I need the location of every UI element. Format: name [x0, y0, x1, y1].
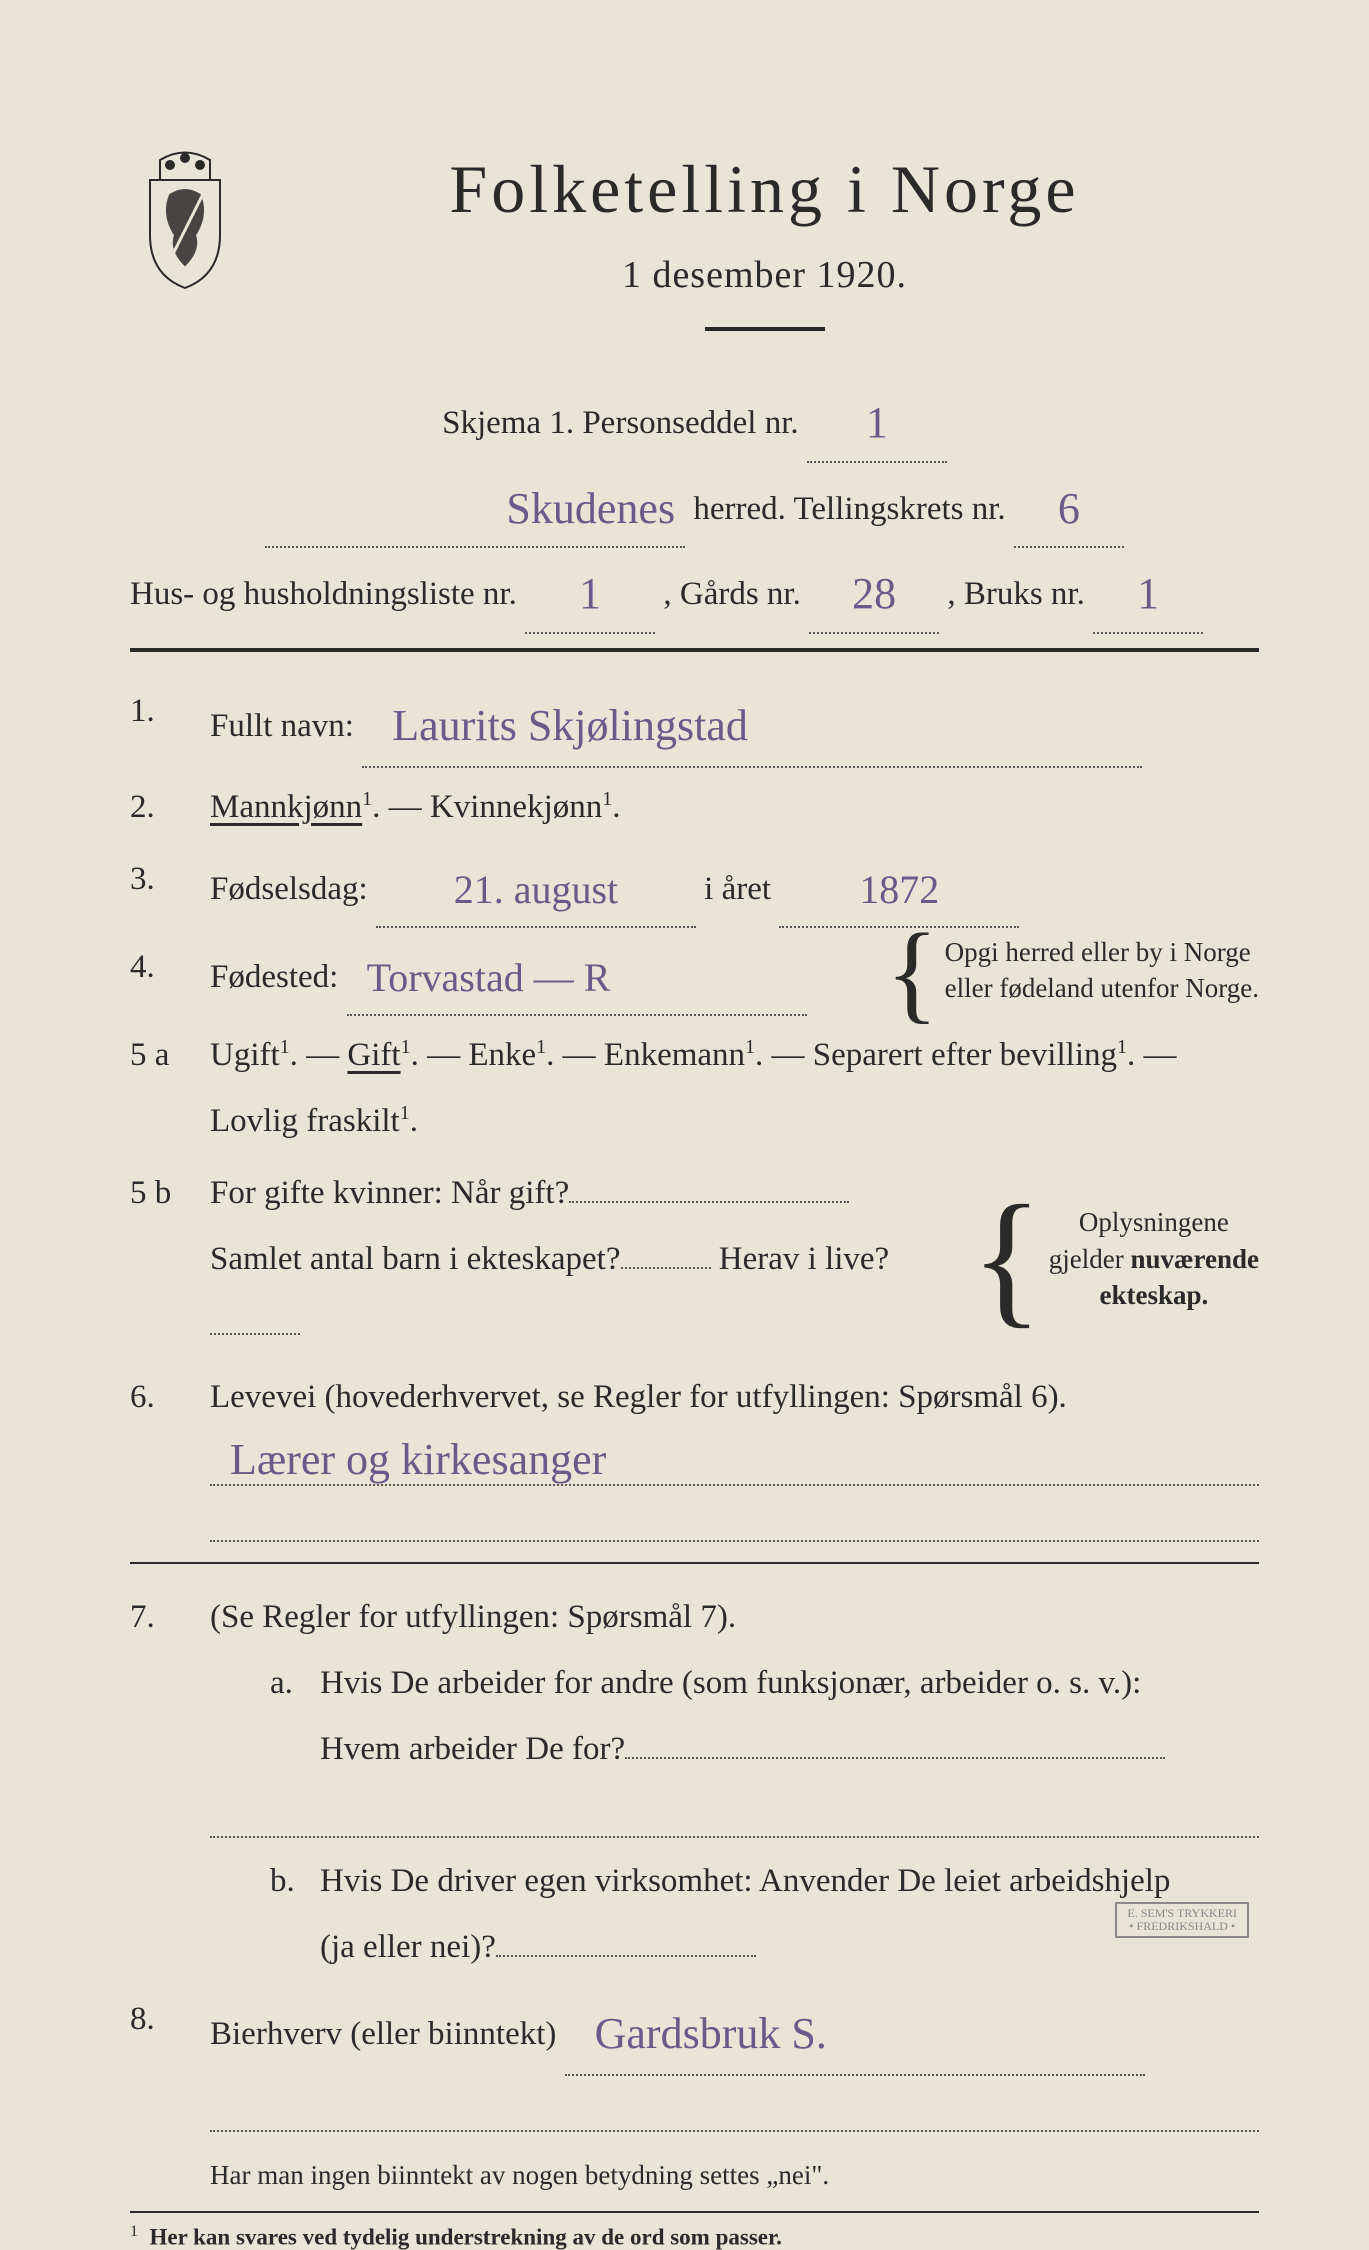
- q8-label: Bierhverv (eller biinntekt): [210, 2016, 556, 2052]
- q5b-num: 5 b: [130, 1160, 210, 1358]
- divider-1: [130, 648, 1259, 652]
- q8-blank: [210, 2086, 1259, 2132]
- bruks-label: , Bruks nr.: [947, 576, 1085, 612]
- title-rule: [705, 327, 825, 331]
- q6-num: 6.: [130, 1364, 210, 1430]
- q6-blank-line: [210, 1496, 1259, 1542]
- q1-value: Laurits Skjølingstad: [392, 701, 748, 750]
- question-1: 1. Fullt navn: Laurits Skjølingstad: [130, 678, 1259, 768]
- meta-line-2: Skudenes herred. Tellingskrets nr. 6: [130, 463, 1259, 549]
- q5b-l2b: Herav i live?: [719, 1241, 889, 1277]
- footnote: 1 Her kan svares ved tydelig understrekn…: [130, 2211, 1259, 2250]
- q7a: a. Hvis De arbeider for andre (som funks…: [270, 1650, 1259, 1782]
- meta-line-1: Skjema 1. Personseddel nr. 1: [130, 377, 1259, 463]
- q5b-l2a: Samlet antal barn i ekteskapet?: [210, 1241, 621, 1277]
- q6-answer-line: Lærer og kirkesanger: [210, 1440, 1259, 1486]
- q3-year: 1872: [859, 867, 939, 912]
- q7b: b. Hvis De driver egen virksomhet: Anven…: [270, 1848, 1259, 1980]
- question-5a: 5 a Ugift1. — Gift1. — Enke1. — Enkemann…: [130, 1022, 1259, 1154]
- tellingskrets-nr: 6: [1058, 484, 1080, 533]
- coat-of-arms-icon: [130, 140, 240, 290]
- skjema-label: Skjema 1. Personseddel nr.: [442, 405, 799, 441]
- q8-value: Gardsbruk S.: [595, 2009, 827, 2058]
- q3-day: 21. august: [454, 867, 618, 912]
- footer-note: Har man ingen biinntekt av nogen betydni…: [210, 2160, 1259, 2191]
- bruks-nr: 1: [1137, 569, 1159, 618]
- q3-num: 3.: [130, 846, 210, 928]
- question-8: 8. Bierhverv (eller biinntekt) Gardsbruk…: [130, 1986, 1259, 2076]
- meta-line-3: Hus- og husholdningsliste nr. 1 , Gårds …: [130, 548, 1259, 634]
- hus-label: Hus- og husholdningsliste nr.: [130, 576, 517, 612]
- question-4: 4. Fødested: Torvastad — R { Opgi herred…: [130, 934, 1259, 1016]
- q8-num: 8.: [130, 1986, 210, 2076]
- question-2: 2. Mannkjønn1. — Kvinnekjønn1.: [130, 774, 1259, 840]
- q7-num: 7.: [130, 1584, 210, 1980]
- herred-label: herred. Tellingskrets nr.: [693, 491, 1005, 527]
- q5a-num: 5 a: [130, 1022, 210, 1154]
- brace-icon: {: [971, 1206, 1043, 1311]
- printer-stamp: E. SEM'S TRYKKERI • FREDRIKSHALD •: [1115, 1902, 1249, 1938]
- q3-label: Fødselsdag:: [210, 871, 368, 907]
- q2-kvinne: Kvinnekjønn: [430, 789, 602, 825]
- q6-label: Levevei (hovederhvervet, se Regler for u…: [210, 1379, 1067, 1415]
- q2-mann: Mannkjønn: [210, 789, 362, 825]
- question-6: 6. Levevei (hovederhvervet, se Regler fo…: [130, 1364, 1259, 1430]
- q7-label: (Se Regler for utfyllingen: Spørsmål 7).: [210, 1584, 1259, 1650]
- question-3: 3. Fødselsdag: 21. august i året 1872: [130, 846, 1259, 928]
- question-7: 7. (Se Regler for utfyllingen: Spørsmål …: [130, 1584, 1259, 1980]
- q1-num: 1.: [130, 678, 210, 768]
- q4-value: Torvastad — R: [367, 955, 611, 1000]
- q5a-gift: Gift: [347, 1037, 400, 1073]
- q5b-sidenote: Oplysningene gjelder nuværende ekteskap.: [1049, 1204, 1259, 1313]
- personseddel-nr: 1: [866, 398, 888, 447]
- question-5b: 5 b For gifte kvinner: Når gift? Samlet …: [130, 1160, 1259, 1358]
- main-title: Folketelling i Norge: [270, 150, 1259, 229]
- q4-sidenote: Opgi herred eller by i Norge eller fødel…: [945, 934, 1259, 1007]
- q4-label: Fødested:: [210, 959, 338, 995]
- brace-icon: {: [886, 934, 939, 1011]
- q1-label: Fullt navn:: [210, 708, 354, 744]
- q7a-blank: [210, 1792, 1259, 1838]
- herred-value: Skudenes: [506, 484, 675, 533]
- q6-value: Lærer og kirkesanger: [230, 1434, 606, 1485]
- divider-2: [130, 1562, 1259, 1564]
- gards-label: , Gårds nr.: [663, 576, 800, 612]
- gards-nr: 28: [852, 569, 896, 618]
- q2-num: 2.: [130, 774, 210, 840]
- subtitle: 1 desember 1920.: [270, 253, 1259, 297]
- hus-nr: 1: [579, 569, 601, 618]
- q5b-l1: For gifte kvinner: Når gift?: [210, 1175, 569, 1211]
- q4-num: 4.: [130, 934, 210, 1000]
- q3-mid: i året: [704, 871, 771, 907]
- document-header: Folketelling i Norge 1 desember 1920.: [130, 140, 1259, 367]
